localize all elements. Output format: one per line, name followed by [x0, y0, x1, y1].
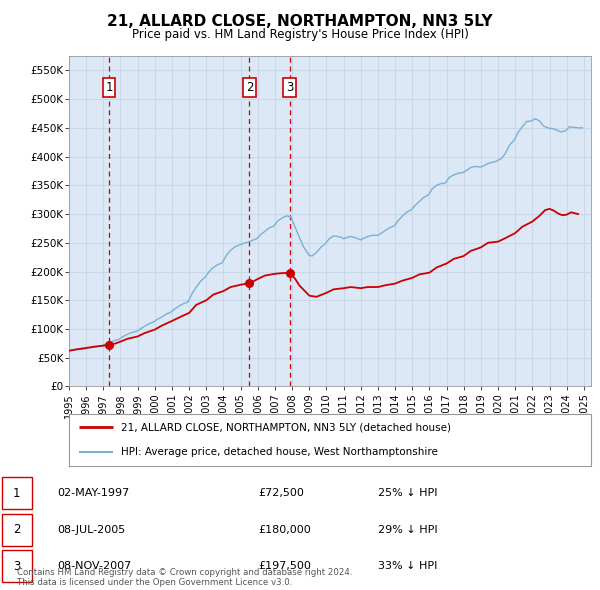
Text: 33% ↓ HPI: 33% ↓ HPI [378, 562, 437, 571]
Text: 3: 3 [286, 81, 293, 94]
Text: HPI: Average price, detached house, West Northamptonshire: HPI: Average price, detached house, West… [121, 447, 438, 457]
Text: 3: 3 [13, 560, 20, 573]
Text: 02-MAY-1997: 02-MAY-1997 [57, 489, 129, 498]
Text: 08-JUL-2005: 08-JUL-2005 [57, 525, 125, 535]
Text: Contains HM Land Registry data © Crown copyright and database right 2024.: Contains HM Land Registry data © Crown c… [17, 568, 352, 577]
Text: 08-NOV-2007: 08-NOV-2007 [57, 562, 131, 571]
Text: £72,500: £72,500 [258, 489, 304, 498]
Text: 21, ALLARD CLOSE, NORTHAMPTON, NN3 5LY (detached house): 21, ALLARD CLOSE, NORTHAMPTON, NN3 5LY (… [121, 422, 451, 432]
Text: 2: 2 [246, 81, 253, 94]
Text: 2: 2 [13, 523, 20, 536]
Text: 21, ALLARD CLOSE, NORTHAMPTON, NN3 5LY: 21, ALLARD CLOSE, NORTHAMPTON, NN3 5LY [107, 14, 493, 29]
Text: £197,500: £197,500 [258, 562, 311, 571]
Text: £180,000: £180,000 [258, 525, 311, 535]
Text: This data is licensed under the Open Government Licence v3.0.: This data is licensed under the Open Gov… [17, 578, 292, 588]
Text: 1: 1 [13, 487, 20, 500]
Text: 25% ↓ HPI: 25% ↓ HPI [378, 489, 437, 498]
Text: 29% ↓ HPI: 29% ↓ HPI [378, 525, 437, 535]
Text: 1: 1 [105, 81, 113, 94]
Text: Price paid vs. HM Land Registry's House Price Index (HPI): Price paid vs. HM Land Registry's House … [131, 28, 469, 41]
